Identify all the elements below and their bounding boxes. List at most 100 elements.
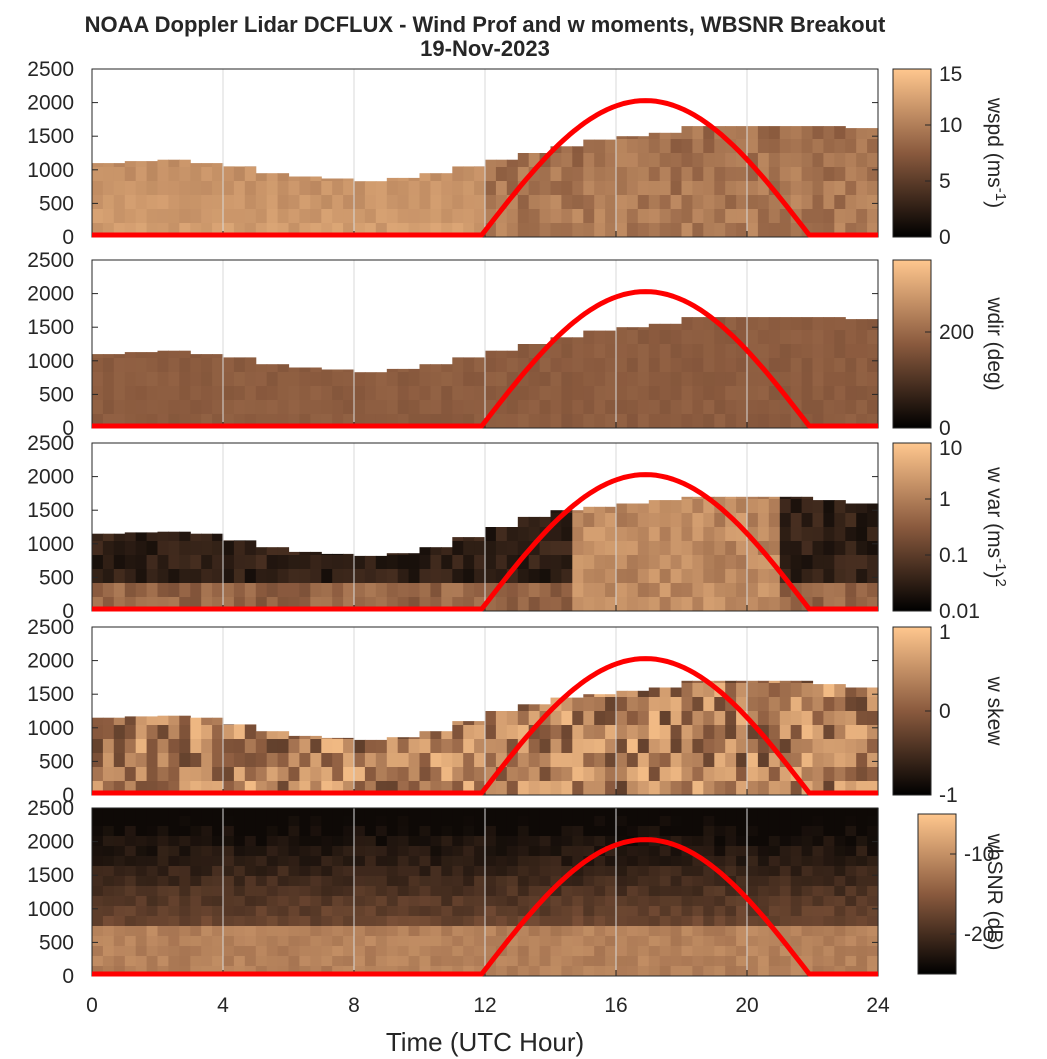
heatmap-cell	[626, 690, 639, 697]
heatmap-cell	[845, 753, 857, 767]
heatmap-cell	[637, 327, 650, 330]
heatmap-cell	[801, 583, 814, 597]
heatmap-cell	[201, 926, 213, 936]
heatmap-cell	[801, 846, 814, 856]
heatmap-cell	[605, 209, 617, 223]
heatmap-cell	[594, 966, 606, 976]
heatmap-cell	[801, 886, 814, 896]
colorbar-tick-label: 1	[939, 488, 951, 511]
heatmap-cell	[408, 856, 421, 866]
heatmap-cell	[375, 846, 388, 856]
heatmap-cell	[594, 836, 606, 846]
heatmap-cell	[616, 139, 628, 153]
heatmap-cell	[779, 826, 792, 836]
heatmap-cell	[463, 906, 475, 916]
heatmap-cell	[867, 767, 879, 781]
heatmap-cell	[223, 926, 235, 936]
heatmap-cell	[583, 694, 595, 697]
heatmap-cell	[146, 532, 159, 541]
heatmap-cell	[703, 866, 715, 876]
heatmap-cell	[375, 223, 388, 237]
heatmap-cell	[157, 906, 169, 916]
heatmap-cell	[594, 739, 606, 753]
heatmap-cell	[692, 358, 704, 372]
heatmap-cell	[463, 896, 475, 906]
heatmap-cell	[845, 816, 857, 826]
heatmap-cell	[233, 767, 246, 781]
heatmap-cell	[616, 711, 628, 725]
heatmap-cell	[834, 513, 846, 527]
heatmap-cell	[223, 358, 235, 372]
heatmap-cell	[703, 195, 715, 209]
heatmap-cell	[572, 966, 584, 976]
heatmap-cell	[146, 866, 159, 876]
heatmap-cell	[135, 352, 148, 358]
heatmap-cell	[834, 414, 846, 428]
heatmap-cell	[233, 597, 246, 611]
heatmap-cell	[124, 223, 137, 237]
heatmap-cell	[397, 737, 410, 739]
heatmap-cell	[517, 414, 530, 428]
heatmap-cell	[299, 386, 311, 400]
heatmap-cell	[583, 153, 595, 167]
heatmap-cell	[616, 886, 628, 896]
heatmap-cell	[452, 725, 464, 739]
heatmap-cell	[441, 753, 453, 767]
heatmap-cell	[681, 896, 693, 906]
heatmap-cell	[441, 856, 453, 866]
heatmap-cell	[550, 195, 562, 209]
heatmap-cell	[452, 816, 464, 826]
heatmap-cell	[692, 826, 704, 836]
heatmap-cell	[670, 956, 683, 966]
heatmap-cell	[397, 583, 410, 597]
heatmap-cell	[583, 711, 595, 725]
heatmap-cell	[714, 330, 726, 344]
heatmap-cell	[747, 223, 759, 237]
heatmap-cell	[354, 816, 366, 826]
heatmap-cell	[768, 725, 781, 739]
heatmap-cell	[572, 956, 584, 966]
heatmap-cell	[102, 181, 115, 195]
heatmap-cell	[135, 195, 148, 209]
heatmap-cell	[310, 896, 322, 906]
heatmap-cell	[299, 946, 311, 956]
heatmap-cell	[233, 866, 246, 876]
heatmap-cell	[233, 966, 246, 976]
heatmap-cell	[343, 400, 355, 414]
heatmap-cell	[288, 846, 300, 856]
heatmap-cell	[277, 173, 290, 181]
heatmap-cell	[310, 816, 322, 826]
heatmap-cell	[812, 555, 824, 569]
heatmap-cell	[517, 209, 530, 223]
heatmap-cell	[747, 739, 759, 753]
heatmap-cell	[757, 153, 770, 167]
heatmap-cell	[430, 876, 442, 886]
heatmap-cell	[190, 876, 202, 886]
heatmap-cell	[124, 716, 137, 725]
heatmap-cell	[616, 781, 628, 795]
heatmap-cell	[648, 358, 661, 372]
heatmap-cell	[539, 826, 552, 836]
heatmap-cell	[517, 767, 530, 781]
heatmap-cell	[430, 209, 442, 223]
heatmap-cell	[648, 223, 661, 237]
heatmap-cell	[124, 767, 137, 781]
heatmap-cell	[452, 537, 464, 541]
heatmap-cell	[550, 846, 562, 856]
heatmap-cell	[517, 781, 530, 795]
heatmap-cell	[583, 506, 595, 513]
heatmap-cell	[430, 926, 442, 936]
heatmap-cell	[495, 386, 508, 400]
heatmap-cell	[845, 767, 857, 781]
heatmap-cell	[845, 956, 857, 966]
heatmap-cell	[790, 513, 803, 527]
heatmap-cell	[681, 513, 693, 527]
heatmap-cell	[408, 414, 421, 428]
heatmap-cell	[637, 946, 650, 956]
heatmap-cell	[834, 886, 846, 896]
heatmap-cell	[626, 936, 639, 946]
heatmap-cell	[692, 876, 704, 886]
heatmap-cell	[867, 876, 879, 886]
heatmap-cell	[485, 555, 497, 569]
heatmap-cell	[659, 414, 672, 428]
